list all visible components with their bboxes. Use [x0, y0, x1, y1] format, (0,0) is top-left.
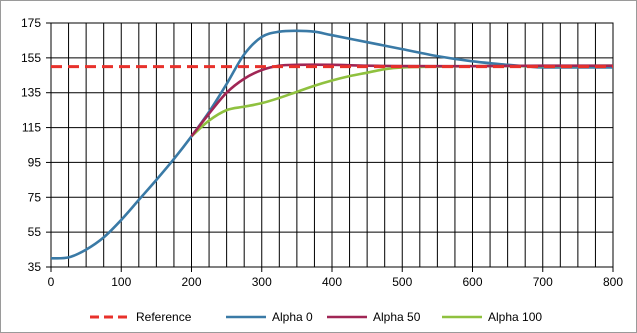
x-tick-label: 400 [322, 275, 342, 289]
legend-label-alpha-50: Alpha 50 [373, 310, 421, 324]
y-tick-label: 155 [21, 51, 41, 65]
legend: Reference Alpha 0 Alpha 50 Alpha 100 [90, 310, 542, 324]
y-tick-label: 35 [28, 260, 42, 274]
y-tick-label: 55 [28, 225, 42, 239]
y-tick-label: 135 [21, 86, 41, 100]
series-line-alpha-0 [50, 29, 613, 260]
x-tick-label: 100 [111, 275, 131, 289]
x-tick-label: 200 [181, 275, 201, 289]
x-tick-label: 300 [252, 275, 272, 289]
y-tick-label: 115 [22, 121, 41, 135]
legend-label-alpha-100: Alpha 100 [488, 310, 542, 324]
x-tick-label: 0 [48, 275, 55, 289]
y-tick-label: 175 [21, 16, 41, 30]
grid [50, 22, 614, 268]
x-tick-label: 800 [603, 275, 623, 289]
legend-label-alpha-0: Alpha 0 [272, 310, 313, 324]
y-tick-label: 75 [28, 190, 42, 204]
axes: 0 100 200 300 400 500 600 700 800 35 55 75 95 115 135 1… [21, 16, 623, 289]
legend-label-reference: Reference [136, 310, 192, 324]
series-group [50, 29, 614, 260]
y-tick-label: 95 [28, 155, 42, 169]
x-tick-label: 600 [462, 275, 482, 289]
x-tick-label: 700 [533, 275, 553, 289]
x-tick-label: 500 [392, 275, 412, 289]
